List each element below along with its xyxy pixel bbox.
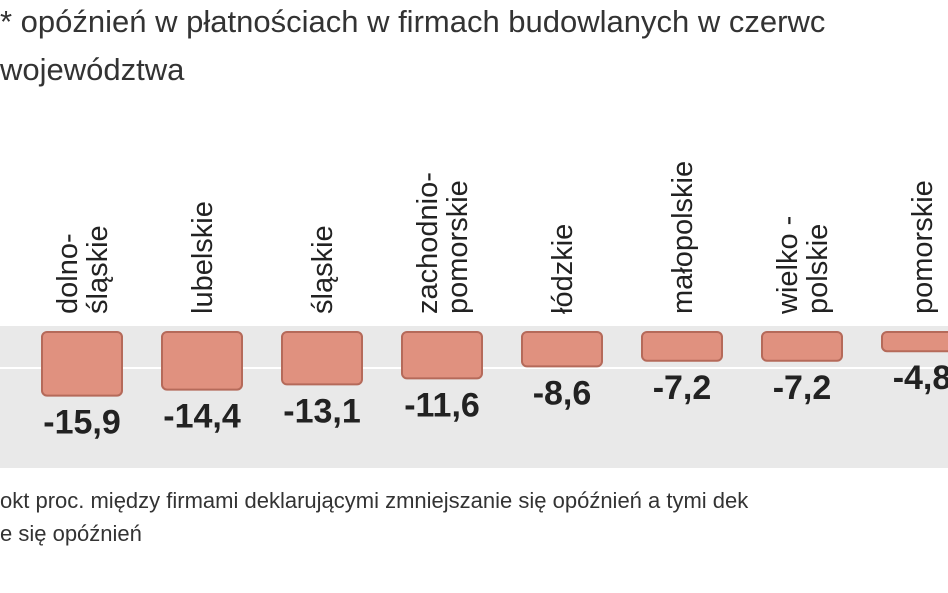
- bar: [881, 331, 948, 353]
- category-label: lubelskie: [187, 201, 219, 314]
- chart-title: * opóźnień w płatnościach w firmach budo…: [0, 4, 825, 39]
- value-label: -7,2: [653, 369, 712, 407]
- category-label: pomorskie: [907, 180, 939, 314]
- bar: [41, 331, 123, 397]
- value-label: -15,9: [43, 404, 121, 442]
- value-label: -13,1: [283, 392, 361, 430]
- category-label: śląskie: [307, 225, 339, 314]
- category-label: polskie: [802, 224, 834, 314]
- value-label: -14,4: [163, 398, 241, 436]
- category-label: zachodnio-: [412, 172, 444, 314]
- value-label: -8,6: [533, 374, 592, 412]
- value-label: -4,8: [893, 359, 948, 397]
- category-label: śląskie: [82, 225, 114, 314]
- bar: [641, 331, 723, 362]
- value-label: -7,2: [773, 369, 832, 407]
- footnote: okt proc. między firmami deklarującymi z…: [0, 488, 749, 513]
- chart-title: województwa: [0, 52, 185, 87]
- category-label: dolno-: [52, 233, 84, 314]
- category-label: małopolskie: [667, 161, 699, 314]
- footnote: e się opóźnień: [0, 521, 142, 546]
- value-label: -11,6: [404, 386, 480, 424]
- bar: [521, 331, 603, 368]
- bar: [401, 331, 483, 380]
- bar: [761, 331, 843, 362]
- bar: [281, 331, 363, 386]
- category-label: pomorskie: [442, 180, 474, 314]
- category-label: wielko -: [772, 216, 804, 315]
- category-label: łódzkie: [547, 224, 579, 314]
- bar: [161, 331, 243, 391]
